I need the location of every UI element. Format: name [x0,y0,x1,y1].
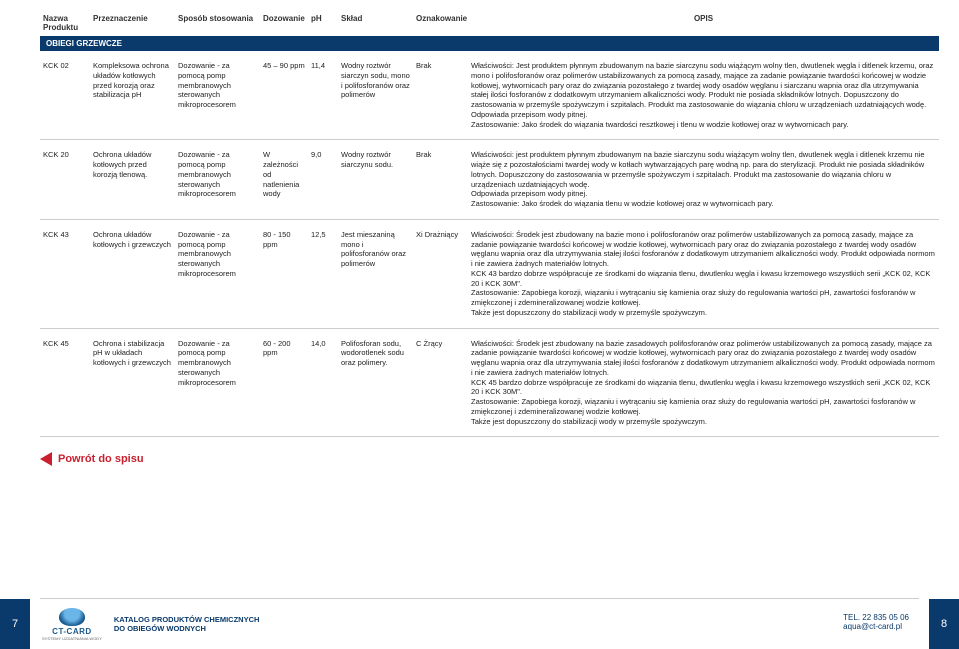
cell-comp: Wodny roztwór siarczyn sodu, mono i poli… [338,51,413,140]
th-ph: pH [308,10,338,36]
logo-icon [59,608,85,626]
products-table: Nazwa Produktu Przeznaczenie Sposób stos… [40,10,939,437]
catalog-line2: DO OBIEGÓW WODNYCH [114,624,260,633]
page-number-right: 8 [929,599,959,649]
cell-name: KCK 43 [40,219,90,328]
cell-name: KCK 02 [40,51,90,140]
section-title: OBIEGI GRZEWCZE [40,36,939,51]
page-number-left: 7 [0,599,30,649]
cell-method: Dozowanie - za pomocą pomp membranowych … [175,219,260,328]
back-link-label: Powrót do spisu [58,453,144,465]
cell-ph: 11,4 [308,51,338,140]
section-row: OBIEGI GRZEWCZE [40,36,939,51]
cell-dest: Ochrona układów kotłowych i grzewczych [90,219,175,328]
th-method: Sposób stosowania [175,10,260,36]
th-name: Nazwa Produktu [40,10,90,36]
cell-dose: 80 - 150 ppm [260,219,308,328]
arrow-left-icon [40,452,52,466]
cell-name: KCK 20 [40,140,90,220]
cell-desc: Właściwości: Środek jest zbudowany na ba… [468,219,939,328]
footer: 7 CT-CARD SYSTEMY UZDATNIANIA WODY KATAL… [0,599,959,649]
catalog-line1: KATALOG PRODUKTÓW CHEMICZNYCH [114,615,260,624]
cell-ph: 12,5 [308,219,338,328]
table-row: KCK 45 Ochrona i stabilizacja pH w układ… [40,328,939,437]
cell-method: Dozowanie - za pomocą pomp membranowych … [175,51,260,140]
th-comp: Skład [338,10,413,36]
table-row: KCK 43 Ochrona układów kotłowych i grzew… [40,219,939,328]
back-to-index-link[interactable]: Powrót do spisu [40,452,959,466]
cell-desc: Właściwości: Jest produktem płynnym zbud… [468,51,939,140]
footer-contact: TEL. 22 835 05 06 aqua@ct-card.pl [843,613,909,631]
tel: TEL. 22 835 05 06 [843,613,909,622]
cell-comp: Polifosforan sodu, wodorotlenek sodu ora… [338,328,413,437]
cell-desc: Właściwości: jest produktem płynnym zbud… [468,140,939,220]
table-header-row: Nazwa Produktu Przeznaczenie Sposób stos… [40,10,939,36]
th-desc: OPIS [468,10,939,36]
cell-dose: 60 - 200 ppm [260,328,308,437]
cell-dest: Ochrona układów kotłowych przed korozją … [90,140,175,220]
cell-comp: Jest mieszaniną mono i polifosforanów or… [338,219,413,328]
catalog-title: KATALOG PRODUKTÓW CHEMICZNYCH DO OBIEGÓW… [114,615,260,633]
cell-comp: Wodny roztwór siarczynu sodu. [338,140,413,220]
cell-method: Dozowanie - za pomocą pomp membranowych … [175,140,260,220]
logo-sub: SYSTEMY UZDATNIANIA WODY [42,636,102,641]
table-row: KCK 02 Kompleksowa ochrona układów kotło… [40,51,939,140]
th-dest: Przeznaczenie [90,10,175,36]
table-row: KCK 20 Ochrona układów kotłowych przed k… [40,140,939,220]
cell-ph: 14,0 [308,328,338,437]
email: aqua@ct-card.pl [843,622,909,631]
th-dose: Dozowanie [260,10,308,36]
cell-dose: W zależności od natlenienia wody [260,140,308,220]
th-mark: Oznakowanie [413,10,468,36]
logo-name: CT-CARD [52,627,92,636]
cell-method: Dozowanie - za pomocą pomp membranowych … [175,328,260,437]
cell-dest: Ochrona i stabilizacja pH w układach kot… [90,328,175,437]
cell-mark: C Żrący [413,328,468,437]
cell-mark: Brak [413,140,468,220]
cell-mark: Xi Drażniący [413,219,468,328]
cell-dest: Kompleksowa ochrona układów kotłowych pr… [90,51,175,140]
cell-dose: 45 – 90 ppm [260,51,308,140]
brand-logo: CT-CARD SYSTEMY UZDATNIANIA WODY [42,608,102,641]
cell-name: KCK 45 [40,328,90,437]
cell-ph: 9,0 [308,140,338,220]
cell-desc: Właściwości: Środek jest zbudowany na ba… [468,328,939,437]
cell-mark: Brak [413,51,468,140]
